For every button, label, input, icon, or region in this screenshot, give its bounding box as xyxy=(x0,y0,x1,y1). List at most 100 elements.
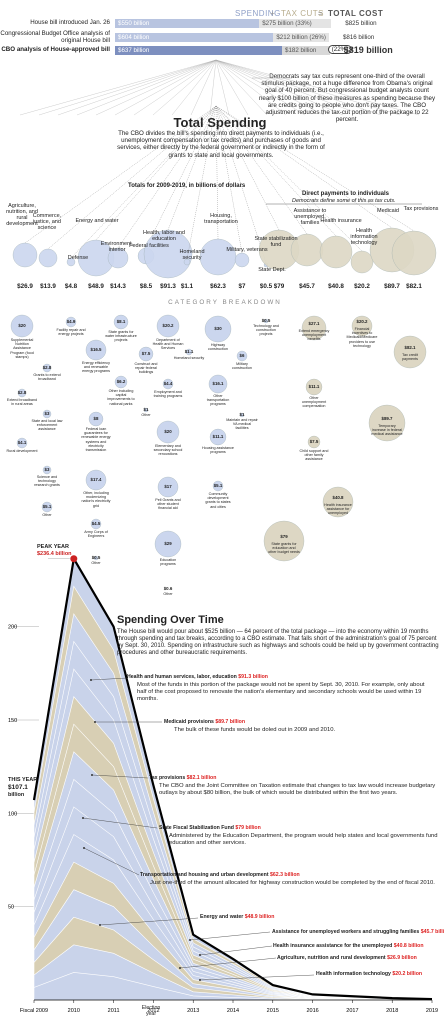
burst-line xyxy=(133,59,217,116)
election-year-marker xyxy=(136,980,166,1000)
breakdown-bubble xyxy=(10,314,34,338)
category-bubble xyxy=(38,248,58,268)
category-label: Medicaid xyxy=(376,208,399,214)
breakdown-value: $7.5 xyxy=(309,438,319,444)
callout-name: State Fiscal Stabilization Fund xyxy=(159,825,236,831)
total-cost-value: $816 billion xyxy=(342,34,375,41)
breakdown-value: $8 xyxy=(93,415,99,421)
breakdown-text: Technology and construction projects xyxy=(253,324,279,337)
callout-heading: Agriculture, nutrition and rural develop… xyxy=(277,955,417,961)
burst-line xyxy=(76,59,217,116)
breakdown-text: Energy efficiency and renewable energy p… xyxy=(81,361,110,374)
tax-bar: $212 billion (26%) xyxy=(273,33,329,42)
category-label: Agriculture, nutrition, and rural develo… xyxy=(6,203,38,227)
category-breakdown-label: CATEGORY BREAKDOWN xyxy=(168,299,282,306)
category-label: Federal facilities xyxy=(129,243,169,249)
category-bubbles xyxy=(10,59,437,562)
burst-line xyxy=(215,59,401,116)
breakdown-bubble xyxy=(162,378,174,390)
tax-bar-value: $275 billion (33%) xyxy=(262,20,312,27)
burst-line xyxy=(215,59,306,116)
category-amount: $8.5 xyxy=(139,283,153,290)
breakdown-value: $0.5 xyxy=(261,317,271,323)
callout-dot xyxy=(82,817,84,819)
over-time-title: Spending Over Time xyxy=(117,614,224,626)
category-bubble xyxy=(234,252,250,268)
callout-desc: Most of the funds in this portion of the… xyxy=(137,682,425,702)
breakdown-bubble xyxy=(307,435,321,449)
breakdown-bubble xyxy=(393,335,427,369)
breakdown-value: $2.8 xyxy=(17,389,27,395)
category-amount: $4.8 xyxy=(64,283,78,290)
callout-value: $89.7 billion xyxy=(215,719,246,725)
this-year-unit: billion xyxy=(8,792,25,798)
y-tick-label: 50 xyxy=(8,905,14,911)
callout-value: $20.2 billion xyxy=(392,971,423,977)
category-label: Tax provisions xyxy=(403,206,439,212)
burst-line xyxy=(215,59,268,116)
category-connector xyxy=(215,105,267,264)
category-connector xyxy=(215,105,393,229)
burst-line xyxy=(114,59,217,116)
category-label: Assistance to unemployed, families xyxy=(293,208,327,226)
category-connector xyxy=(47,105,217,250)
breakdown-value: $5.1 xyxy=(213,482,223,488)
category-amount: $0.5 xyxy=(259,283,273,290)
category-amount: $89.7 xyxy=(384,283,400,290)
category-bubble xyxy=(391,230,437,276)
peak-year-value: $236.4 billion xyxy=(37,551,72,557)
breakdown-value: $89.7 xyxy=(381,416,393,421)
category-amount: $48.9 xyxy=(88,283,104,290)
spending-bar: $550 billion xyxy=(115,19,260,28)
category-connector xyxy=(215,105,308,235)
category-amount: $91.3 xyxy=(160,283,176,290)
category-bubble xyxy=(12,242,38,268)
callout-heading: Medicaid provisions $89.7 billion xyxy=(164,719,245,725)
breakdown-text: Temporary increase in federal medical as… xyxy=(371,424,403,437)
breakdown-bubble xyxy=(263,520,305,562)
legend-plus: + xyxy=(270,9,276,18)
breakdown-bubble xyxy=(93,555,99,561)
burst-line xyxy=(215,59,382,116)
breakdown-bubble xyxy=(42,465,52,475)
breakdown-text: Other unemployment compensation xyxy=(301,396,327,409)
callout-desc: Just one-third of the amount allocated f… xyxy=(150,880,435,886)
callout-value: $91.3 billion xyxy=(238,674,268,680)
breakdown-bubble xyxy=(156,314,180,338)
breakdown-text: Community development grants to states a… xyxy=(205,492,231,509)
burst-line xyxy=(38,59,217,116)
callout-value: $79 billion xyxy=(235,825,261,831)
category-amount: $20.2 xyxy=(354,283,370,290)
direct-sub: Democrats define some of this as tax cut… xyxy=(292,198,396,204)
breakdown-bubble xyxy=(114,375,128,389)
breakdown-value: $17.4 xyxy=(90,477,102,482)
breakdown-text: Military construction xyxy=(232,362,252,371)
callout-dot xyxy=(199,979,201,981)
category-connector xyxy=(215,105,363,252)
breakdown-bubble xyxy=(263,318,269,324)
spending-bar: $604 billion xyxy=(115,33,274,42)
breakdown-bubble xyxy=(368,404,406,442)
category-connector xyxy=(117,105,217,249)
category-amount: $79 xyxy=(273,283,285,290)
callout-heading: Health information technology $20.2 bill… xyxy=(316,971,422,977)
category-amount: $1.1 xyxy=(180,283,194,290)
callout-leader xyxy=(82,817,158,829)
burst-line xyxy=(215,59,344,116)
callout-leader xyxy=(199,945,273,956)
breakdown-value: $0.6 xyxy=(163,585,173,591)
callout-name: Health insurance assistance for the unem… xyxy=(273,943,394,949)
breakdown-value: $8.1 xyxy=(116,318,126,324)
breakdown-value: $3 xyxy=(44,466,50,472)
category-label: Homeland security xyxy=(179,249,205,261)
breakdown-bubble xyxy=(88,411,104,427)
breakdown-text: Grants to extend broadband xyxy=(33,373,61,382)
breakdown-bubble xyxy=(322,486,354,518)
spending-bar-value: $550 billion xyxy=(118,20,150,27)
breakdown-bubble xyxy=(209,428,227,446)
total-spending-title: Total Spending xyxy=(173,115,267,130)
category-amount: $14.3 xyxy=(110,283,126,290)
callout-leader xyxy=(83,847,140,876)
tax-bar-value: $212 billion (26%) xyxy=(276,34,326,41)
breakdown-bubble xyxy=(204,315,232,343)
